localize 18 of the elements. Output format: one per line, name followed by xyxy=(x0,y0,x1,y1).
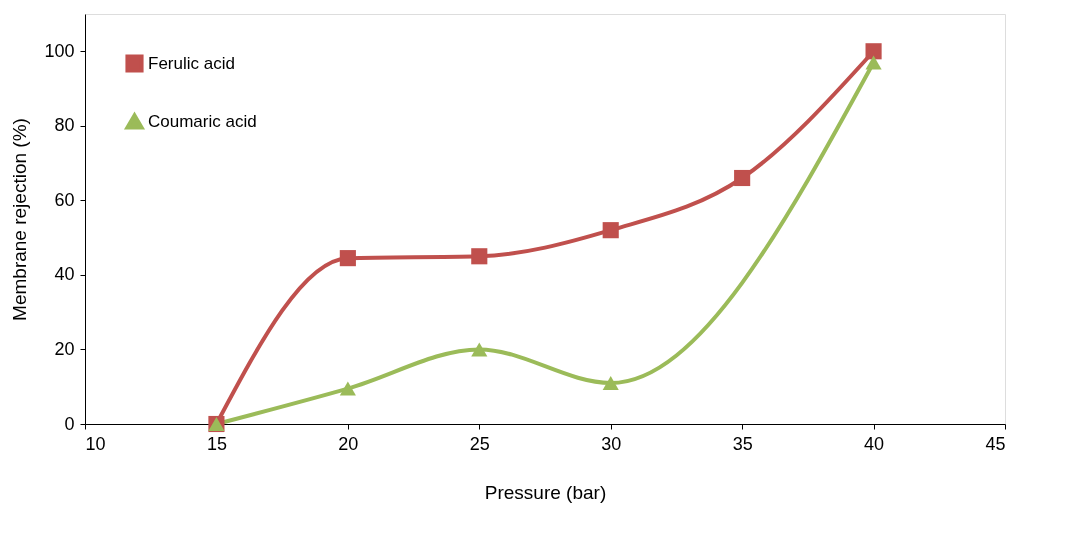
y-tick-label: 100 xyxy=(44,40,75,61)
x-tick-label: 35 xyxy=(732,433,753,454)
x-tick-label: 30 xyxy=(601,433,622,454)
x-tick-label: 15 xyxy=(206,433,227,454)
x-axis-title: Pressure (bar) xyxy=(484,481,607,503)
y-tick-label: 40 xyxy=(54,264,75,285)
y-tick-label: 80 xyxy=(54,115,75,136)
x-tick-label: 45 xyxy=(985,433,1006,454)
x-tick-label: 10 xyxy=(85,433,106,454)
y-tick-label: 60 xyxy=(54,189,75,210)
x-tick-label: 40 xyxy=(864,433,885,454)
legend-label: Ferulic acid xyxy=(148,53,235,73)
legend-label: Coumaric acid xyxy=(148,111,257,131)
y-tick-label: 0 xyxy=(64,413,75,434)
y-axis-title: Membrane rejection (%) xyxy=(9,118,31,321)
x-tick-label: 25 xyxy=(469,433,490,454)
y-tick-label: 20 xyxy=(54,338,75,359)
x-tick-label: 20 xyxy=(338,433,359,454)
